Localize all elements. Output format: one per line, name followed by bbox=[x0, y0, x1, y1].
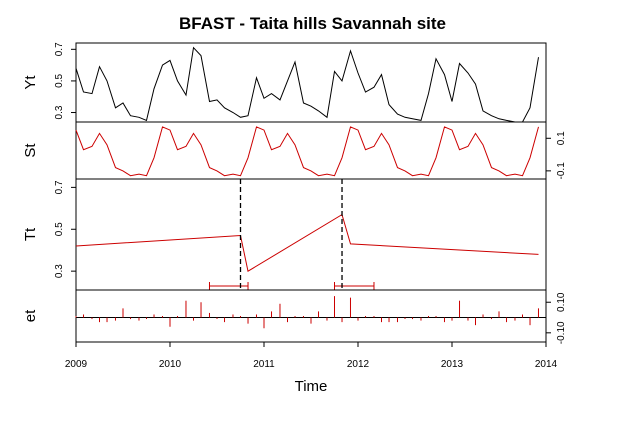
panel-frame-yt bbox=[76, 43, 546, 122]
y-tick-label-yt: 0.3 bbox=[54, 105, 65, 119]
panel-label-yt: Yt bbox=[22, 75, 39, 90]
x-axis-label: Time bbox=[76, 378, 546, 395]
y-tick-label-et: 0.10 bbox=[556, 292, 567, 312]
x-tick-label: 2014 bbox=[535, 359, 558, 370]
x-tick-label: 2012 bbox=[347, 359, 370, 370]
panel-label-st: St bbox=[22, 143, 39, 158]
series-line-yt bbox=[76, 48, 539, 122]
panel-label-et: et bbox=[22, 309, 39, 322]
y-tick-label-st: 0.1 bbox=[556, 131, 567, 145]
panel-frame-tt bbox=[76, 179, 546, 290]
panel-label-tt: Tt bbox=[22, 227, 39, 241]
x-tick-label: 2009 bbox=[65, 359, 88, 370]
y-tick-label-yt: 0.5 bbox=[54, 74, 65, 88]
panel-frame-et bbox=[76, 290, 546, 342]
y-tick-label-tt: 0.3 bbox=[54, 264, 65, 278]
y-tick-label-et: -0.10 bbox=[556, 321, 567, 344]
y-tick-label-yt: 0.7 bbox=[54, 42, 65, 56]
x-tick-label: 2013 bbox=[441, 359, 464, 370]
series-line-st bbox=[76, 127, 539, 176]
series-line-tt bbox=[76, 215, 539, 272]
x-tick-label: 2011 bbox=[253, 359, 275, 370]
y-tick-label-tt: 0.7 bbox=[54, 180, 65, 194]
x-tick-label: 2010 bbox=[159, 359, 182, 370]
y-tick-label-tt: 0.5 bbox=[54, 222, 65, 236]
y-tick-label-st: -0.1 bbox=[556, 162, 567, 180]
